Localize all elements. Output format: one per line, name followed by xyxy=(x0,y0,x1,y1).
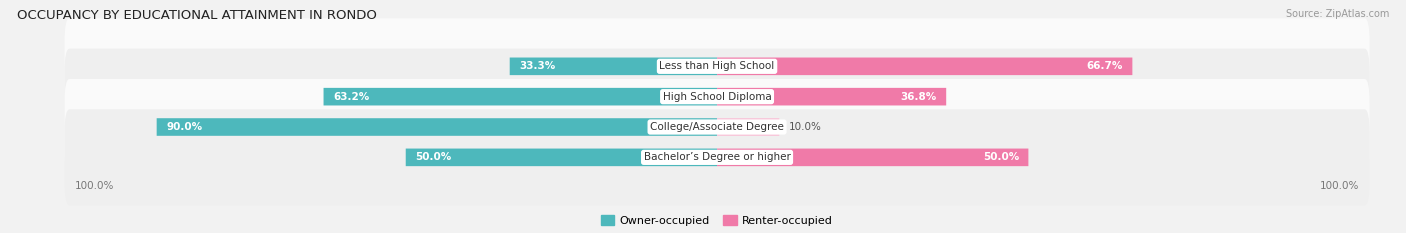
Text: 10.0%: 10.0% xyxy=(789,122,821,132)
Legend: Owner-occupied, Renter-occupied: Owner-occupied, Renter-occupied xyxy=(596,211,838,230)
FancyBboxPatch shape xyxy=(406,149,717,166)
Text: 50.0%: 50.0% xyxy=(415,152,451,162)
Text: Less than High School: Less than High School xyxy=(659,61,775,71)
Text: OCCUPANCY BY EDUCATIONAL ATTAINMENT IN RONDO: OCCUPANCY BY EDUCATIONAL ATTAINMENT IN R… xyxy=(17,9,377,22)
Text: 66.7%: 66.7% xyxy=(1087,61,1123,71)
FancyBboxPatch shape xyxy=(65,49,1369,145)
Text: 33.3%: 33.3% xyxy=(519,61,555,71)
FancyBboxPatch shape xyxy=(65,79,1369,175)
FancyBboxPatch shape xyxy=(717,118,779,136)
FancyBboxPatch shape xyxy=(156,118,717,136)
FancyBboxPatch shape xyxy=(510,58,717,75)
Text: Source: ZipAtlas.com: Source: ZipAtlas.com xyxy=(1285,9,1389,19)
Text: College/Associate Degree: College/Associate Degree xyxy=(650,122,785,132)
FancyBboxPatch shape xyxy=(717,149,1028,166)
FancyBboxPatch shape xyxy=(323,88,717,106)
Text: 63.2%: 63.2% xyxy=(333,92,370,102)
FancyBboxPatch shape xyxy=(717,58,1132,75)
Text: 90.0%: 90.0% xyxy=(166,122,202,132)
Text: Bachelor’s Degree or higher: Bachelor’s Degree or higher xyxy=(644,152,790,162)
Text: High School Diploma: High School Diploma xyxy=(662,92,772,102)
FancyBboxPatch shape xyxy=(65,18,1369,114)
FancyBboxPatch shape xyxy=(717,88,946,106)
Text: 50.0%: 50.0% xyxy=(983,152,1019,162)
FancyBboxPatch shape xyxy=(65,109,1369,206)
Text: 36.8%: 36.8% xyxy=(901,92,936,102)
